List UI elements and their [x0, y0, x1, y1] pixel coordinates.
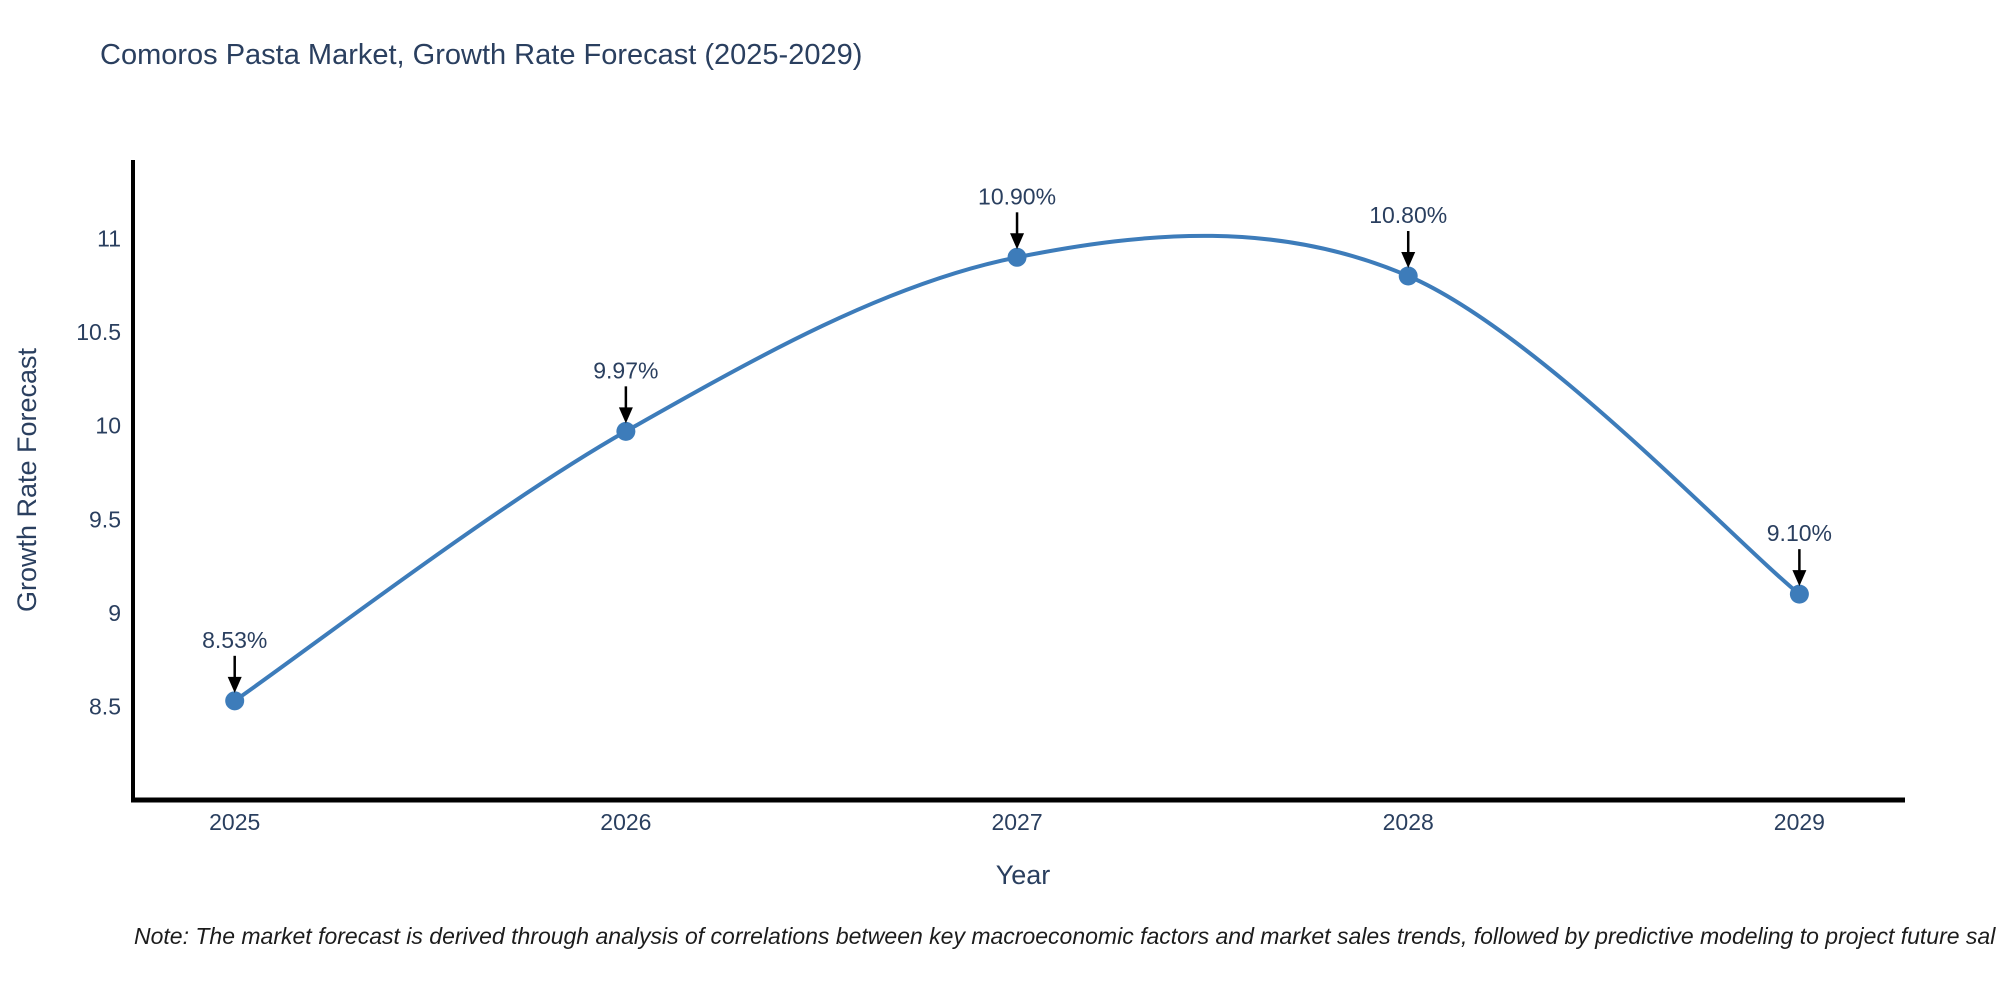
data-point-marker[interactable]	[1007, 247, 1027, 267]
data-point-marker[interactable]	[225, 691, 245, 711]
x-tick-label: 2025	[209, 809, 260, 835]
data-point-label: 8.53%	[202, 627, 267, 653]
annotation-arrow-head	[1401, 252, 1416, 269]
data-point-label: 9.10%	[1767, 520, 1832, 546]
chart-title: Comoros Pasta Market, Growth Rate Foreca…	[100, 39, 863, 71]
data-point-label: 10.80%	[1369, 202, 1447, 228]
y-tick-label: 11	[97, 226, 121, 252]
y-tick-label: 10	[95, 413, 121, 439]
footnote: Note: The market forecast is derived thr…	[134, 923, 1996, 949]
annotation-arrow-head	[1010, 233, 1025, 250]
data-point-label: 9.97%	[593, 357, 658, 383]
y-tick-label: 9.5	[89, 506, 121, 532]
forecast-line	[232, 233, 1802, 703]
annotation-arrow-head	[1792, 570, 1807, 587]
x-tick-label: 2028	[1383, 809, 1434, 835]
x-tick-label: 2027	[991, 809, 1042, 835]
x-axis-title: Year	[996, 860, 1051, 890]
x-tick-label: 2029	[1774, 809, 1825, 835]
data-point-label: 10.90%	[978, 183, 1056, 209]
plot-area: 8.5 9 9.5 10 10.5 11 2025 2026 2027 2028 2029 8.53%…	[76, 160, 1905, 835]
data-point-marker[interactable]	[1398, 266, 1418, 286]
annotation-arrow-head	[227, 676, 242, 693]
data-point-marker[interactable]	[616, 421, 636, 441]
data-point-marker[interactable]	[1789, 584, 1809, 604]
y-tick-label: 8.5	[89, 693, 121, 719]
annotation-arrow-head	[618, 407, 633, 424]
y-axis-title: Growth Rate Forecast	[12, 347, 42, 612]
x-tick-label: 2026	[600, 809, 651, 835]
y-tick-label: 9	[108, 600, 121, 626]
y-tick-label: 10.5	[76, 319, 121, 345]
